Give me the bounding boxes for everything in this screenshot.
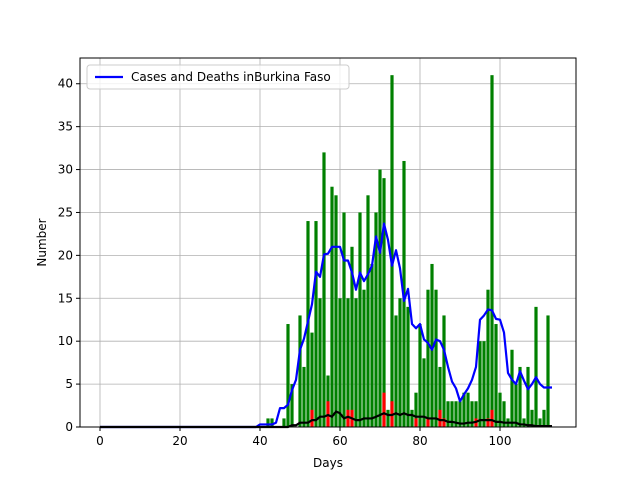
bar (338, 298, 342, 427)
y-tick-label: 30 (58, 163, 73, 177)
bar (298, 315, 302, 427)
bar (342, 212, 346, 427)
bar (494, 324, 498, 427)
bar (438, 409, 442, 427)
bar (426, 418, 430, 427)
legend-box (86, 64, 350, 90)
bar (454, 401, 458, 427)
bar (290, 384, 294, 427)
bar (486, 418, 490, 427)
bar (486, 289, 490, 427)
y-tick-label: 5 (65, 377, 73, 391)
bar (438, 366, 442, 427)
bar (470, 401, 474, 427)
bar (426, 289, 430, 427)
axes-frame (79, 57, 577, 428)
bar (282, 418, 286, 427)
bar (350, 246, 354, 427)
bar (414, 418, 418, 427)
bar (502, 401, 506, 427)
x-tick-label: 60 (332, 434, 347, 448)
bar (386, 409, 390, 427)
bar (430, 263, 434, 427)
x-tick-label: 100 (489, 434, 512, 448)
bar (542, 409, 546, 427)
bar (442, 315, 446, 427)
x-axis-label: Days (313, 456, 343, 470)
bar (374, 212, 378, 427)
x-tick-label: 80 (412, 434, 427, 448)
bar (418, 324, 422, 427)
legend-label: Cases and Deaths inBurkina Faso (131, 70, 331, 84)
x-tick-label: 20 (172, 434, 187, 448)
bar (518, 366, 522, 427)
x-tick-label: 0 (96, 434, 104, 448)
bar (490, 409, 494, 427)
bar (546, 315, 550, 427)
bar (382, 178, 386, 427)
bar (410, 409, 414, 427)
bar (370, 263, 374, 427)
bar (330, 186, 334, 427)
y-tick-label: 0 (65, 420, 73, 434)
bar (510, 349, 514, 427)
bar (462, 392, 466, 427)
y-axis-label: Number (35, 218, 49, 266)
bar (538, 418, 542, 427)
y-tick-label: 10 (58, 334, 73, 348)
bar (346, 409, 350, 427)
bar (398, 298, 402, 427)
bar (322, 152, 326, 427)
y-tick-label: 35 (58, 120, 73, 134)
bar (358, 212, 362, 427)
bar (314, 221, 318, 427)
bar (310, 409, 314, 427)
bar (442, 418, 446, 427)
bar (270, 418, 274, 427)
bar (362, 289, 366, 427)
bar (450, 401, 454, 427)
bar (390, 75, 394, 428)
bar (266, 418, 270, 427)
bar (414, 392, 418, 427)
y-tick-label: 15 (58, 291, 73, 305)
bar (534, 306, 538, 427)
bar (474, 401, 478, 427)
plot-area (80, 58, 576, 427)
bar (406, 306, 410, 427)
bar (466, 392, 470, 427)
bar (514, 384, 518, 427)
x-tick-label: 40 (252, 434, 267, 448)
bar (434, 289, 438, 427)
bar (446, 401, 450, 427)
bar (530, 409, 534, 427)
y-tick-label: 25 (58, 205, 73, 219)
bar (522, 418, 526, 427)
bar (302, 366, 306, 427)
bar (526, 366, 530, 427)
bar (354, 298, 358, 427)
bar (478, 341, 482, 427)
y-tick-label: 20 (58, 248, 73, 262)
bar (326, 375, 330, 427)
bar (394, 315, 398, 427)
bar (346, 298, 350, 427)
bar (422, 358, 426, 427)
bar (334, 195, 338, 427)
bar (498, 392, 502, 427)
legend: Cases and Deaths inBurkina Faso (86, 64, 350, 90)
bar (458, 401, 462, 427)
bar (378, 169, 382, 427)
bar (490, 75, 494, 428)
bar (286, 324, 290, 427)
bar (382, 392, 386, 427)
y-tick-label: 40 (58, 77, 73, 91)
bar (318, 298, 322, 427)
bar (366, 195, 370, 427)
bar (482, 341, 486, 427)
bar (310, 332, 314, 427)
